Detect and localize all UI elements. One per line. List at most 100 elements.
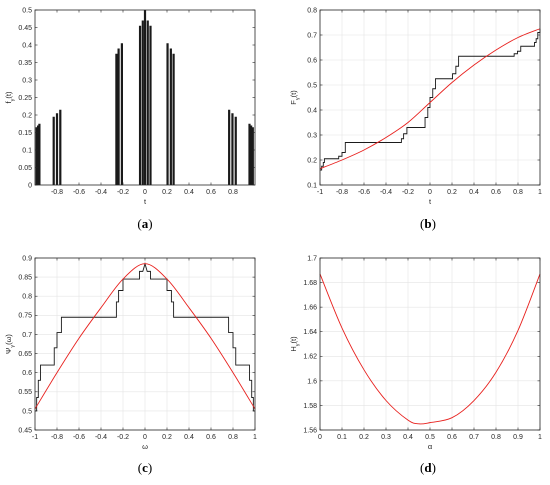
y-tick-label: 1.58: [303, 403, 317, 410]
y-tick-label: 0.7: [307, 32, 317, 39]
x-tick-label: 0.2: [162, 434, 172, 441]
y-tick-label: 1.66: [303, 305, 317, 312]
y-tick-label: 0.2: [22, 112, 32, 119]
y-tick-label: 0.35: [18, 60, 32, 67]
y-tick-label: 0.7: [22, 332, 32, 339]
chart-panel-d: 0 0.1 0.2 0.3 0.4 0.5 0.6 0.7 0.8 0.9 1 1.56 1.58 1.6…: [289, 255, 542, 475]
x-tick-label: 1: [538, 189, 542, 196]
x-tick-label: -0.4: [95, 434, 107, 441]
bar-mark: [141, 20, 144, 185]
y-tick-label: 0.25: [18, 95, 32, 102]
x-tick-label: 0.8: [228, 189, 238, 196]
y-tick-label: 0.5: [22, 7, 32, 14]
x-axis-label: t: [429, 197, 432, 206]
y-tick-label: 0.85: [18, 275, 32, 282]
bar-mark: [146, 20, 149, 185]
x-tick-label: 0.8: [491, 434, 501, 441]
x-tick-label: 0.2: [359, 434, 369, 441]
x-tick-label: 0: [428, 189, 432, 196]
series-line-red: [319, 273, 541, 425]
bar-mark: [143, 10, 147, 185]
series-line-black: [320, 28, 541, 171]
bar-mark: [138, 25, 142, 185]
bar-mark: [38, 123, 41, 185]
x-tick-label: 0.4: [403, 434, 413, 441]
bar-mark: [120, 43, 123, 185]
bar-mark: [36, 125, 40, 185]
bar-mark: [117, 48, 120, 185]
series-line-red: [319, 28, 541, 170]
y-tick-label: 0.5: [22, 408, 32, 415]
y-tick-label: 0.75: [18, 313, 32, 320]
x-tick-label: 0.4: [469, 189, 479, 196]
bar-mark: [59, 109, 62, 185]
y-tick-label: 0.5: [307, 82, 317, 89]
x-tick-label: 0: [318, 434, 322, 441]
x-tick-label: 0.2: [162, 189, 172, 196]
x-tick-label: -0.8: [51, 434, 63, 441]
bar-mark: [172, 53, 175, 185]
x-axis-label: ω: [142, 442, 148, 451]
x-tick-label: 0.8: [228, 434, 238, 441]
y-axis-label: Ψγ(ω): [4, 334, 16, 354]
x-tick-label: -0.2: [117, 189, 129, 196]
y-tick-label: 1.62: [303, 354, 317, 361]
x-tick-label: 0.6: [206, 189, 216, 196]
x-tick-label: 0.9: [513, 434, 523, 441]
x-tick-label: 0.8: [513, 189, 523, 196]
x-tick-label: 0.4: [184, 434, 194, 441]
y-tick-label: 0.9: [22, 255, 32, 262]
chart-panel-a: -0.8 -0.6 -0.4 -0.2 0 0.2 0.4 0.6 0.8 0 0.05 0.1 0.1…: [4, 7, 256, 231]
x-tick-label: -0.6: [73, 434, 85, 441]
x-tick-label: -1: [317, 189, 323, 196]
x-tick-label: 0.4: [184, 189, 194, 196]
bar-mark: [52, 116, 55, 185]
x-tick-label: -0.6: [358, 189, 370, 196]
y-tick-label: 0.55: [18, 389, 32, 396]
y-tick-label: 0.6: [307, 57, 317, 64]
panel-caption: (b): [420, 216, 436, 231]
x-tick-label: 0.7: [469, 434, 479, 441]
x-tick-label: -0.8: [336, 189, 348, 196]
y-tick-label: 1.7: [307, 255, 317, 262]
bar-mark: [228, 109, 231, 185]
x-tick-label: 0: [143, 434, 147, 441]
x-tick-label: 0.6: [447, 434, 457, 441]
y-tick-label: 1.68: [303, 280, 317, 287]
panel-caption: (a): [137, 216, 152, 231]
y-tick-label: 1.64: [303, 329, 317, 336]
y-tick-label: 0.45: [18, 25, 32, 32]
y-tick-label: 1.6: [307, 378, 317, 385]
x-tick-label: 1: [253, 434, 257, 441]
y-axis-label: Fγ(t): [289, 90, 301, 105]
x-tick-label: -0.4: [380, 189, 392, 196]
x-tick-label: -1: [32, 434, 38, 441]
panel-caption: (d): [420, 460, 436, 475]
bar-mark: [251, 127, 254, 185]
bar-mark: [169, 48, 172, 185]
x-tick-label: 1: [538, 434, 542, 441]
x-tick-label: 0.6: [206, 434, 216, 441]
x-tick-label: -0.2: [402, 189, 414, 196]
y-tick-label: 0.8: [307, 7, 317, 14]
y-tick-label: 0.3: [307, 132, 317, 139]
bar-mark: [35, 127, 38, 185]
bar-mark: [149, 25, 152, 185]
y-tick-label: 0.05: [18, 165, 32, 172]
x-tick-label: -0.4: [95, 189, 107, 196]
y-tick-label: 0.2: [307, 157, 317, 164]
y-tick-label: 0.4: [22, 42, 32, 49]
y-tick-label: 0.65: [18, 351, 32, 358]
y-tick-label: 1.56: [303, 427, 317, 434]
y-tick-label: 0.1: [307, 182, 317, 189]
y-tick-label: 0.45: [18, 427, 32, 434]
series-line-red: [34, 263, 256, 410]
y-tick-label: 0.15: [18, 130, 32, 137]
x-tick-label: 0.1: [337, 434, 347, 441]
y-tick-label: 0.4: [307, 107, 317, 114]
chart-panel-c: -1 -0.8 -0.6 -0.4 -0.2 0 0.2 0.4 0.6 0.8 1 0.45 0.5 0…: [4, 255, 257, 475]
x-tick-label: 0.6: [491, 189, 501, 196]
bar-mark: [234, 116, 237, 185]
bar-mark: [115, 53, 118, 185]
